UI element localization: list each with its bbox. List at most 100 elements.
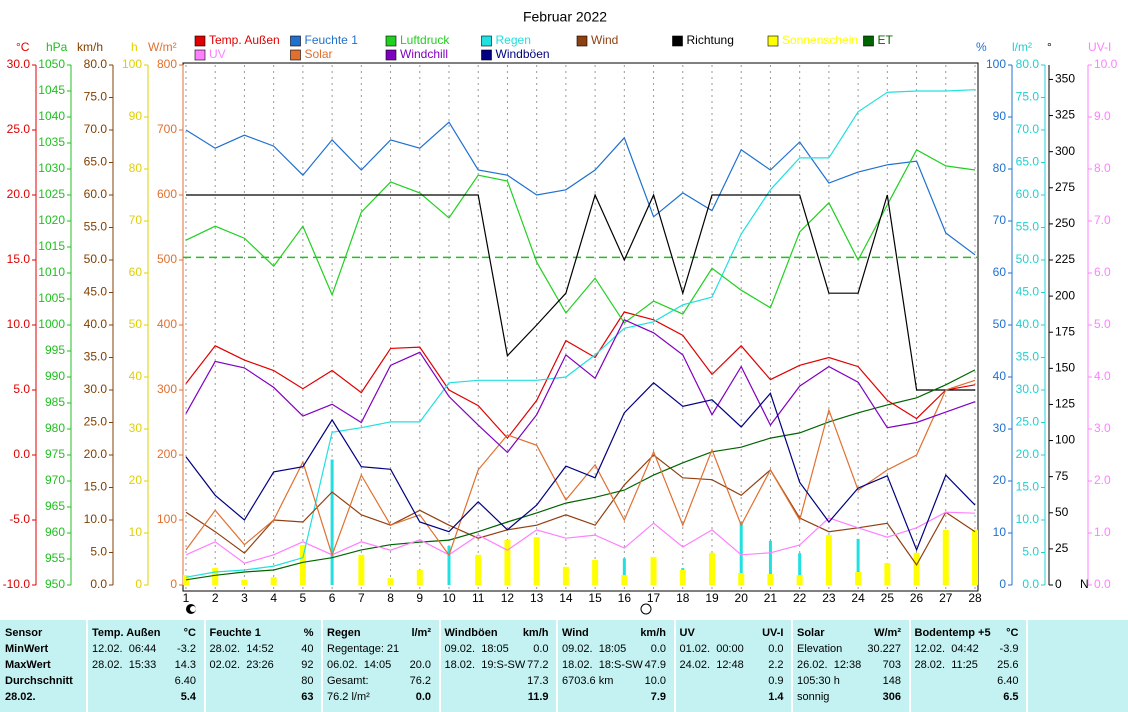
column-separator bbox=[673, 620, 676, 712]
column-header: Temp. Außen bbox=[92, 627, 161, 639]
axis-tick-label: 1040 bbox=[38, 109, 65, 123]
axis-tick-label: 1035 bbox=[38, 135, 65, 149]
axis-tick-label: 0.0 bbox=[13, 447, 30, 461]
cell-label: 09.02. 18:05 bbox=[444, 643, 509, 655]
column-separator bbox=[321, 620, 323, 712]
axis-tick-label: 10.0 bbox=[1094, 57, 1118, 71]
bar bbox=[416, 569, 423, 585]
cell-value: 2.2 bbox=[768, 659, 784, 671]
series-line bbox=[185, 121, 976, 256]
axis-tick-label: 1015 bbox=[38, 239, 65, 253]
bar bbox=[709, 552, 715, 585]
row-label: Durchschnitt bbox=[5, 675, 73, 687]
axis-tick-label: 70.0 bbox=[1016, 122, 1040, 136]
axis-tick-label: 50.0 bbox=[1016, 252, 1040, 266]
axis-tick-label: 8.0 bbox=[1094, 161, 1111, 175]
legend-swatch bbox=[767, 35, 779, 47]
bar bbox=[972, 529, 978, 585]
row-label: MaxWert bbox=[5, 659, 51, 671]
x-tick-label: 24 bbox=[851, 591, 865, 605]
new-moon-icon-light bbox=[190, 606, 196, 612]
axis-tick-label: 980 bbox=[45, 421, 65, 435]
north-label: N bbox=[1080, 577, 1089, 591]
x-tick-label: 13 bbox=[530, 591, 544, 605]
x-tick-label: 26 bbox=[910, 591, 924, 605]
x-tick-label: 1 bbox=[183, 591, 190, 605]
row-label: 28.02. bbox=[5, 691, 36, 703]
axis-tick-label: 325 bbox=[1055, 108, 1075, 122]
axis-tick-label: 35.0 bbox=[1016, 350, 1040, 364]
axis-tick-label: 45.0 bbox=[84, 285, 108, 299]
series-line bbox=[185, 148, 976, 324]
legend-label: Windböen bbox=[496, 47, 550, 61]
series-line bbox=[185, 311, 976, 440]
axis-tick-label: 0 bbox=[170, 577, 177, 591]
cell-value: -3.9 bbox=[999, 643, 1019, 655]
full-moon-icon bbox=[640, 603, 652, 615]
legend-swatch bbox=[194, 35, 206, 47]
cell-value: 0.9 bbox=[768, 675, 784, 687]
axis-tick-label: 5.0 bbox=[90, 545, 107, 559]
axis-tick-label: 1000 bbox=[38, 317, 65, 331]
axis-tick-label: 6.0 bbox=[1094, 265, 1111, 279]
axis-tick-label: 1050 bbox=[38, 57, 65, 71]
axis-tick-label: 275 bbox=[1055, 180, 1075, 194]
column-separator bbox=[556, 620, 558, 712]
axis-tick-label: 2.0 bbox=[1094, 473, 1111, 487]
x-tick-label: 25 bbox=[881, 591, 895, 605]
axis-tick-label: 55.0 bbox=[84, 220, 108, 234]
axis-tick-label: 65.0 bbox=[1016, 155, 1040, 169]
axis-tick-label: 985 bbox=[45, 395, 65, 409]
bar bbox=[768, 540, 772, 585]
bar bbox=[299, 544, 306, 585]
cell-label: Elevation bbox=[797, 643, 843, 655]
bar bbox=[798, 553, 802, 585]
x-tick-label: 12 bbox=[501, 591, 515, 605]
axis-tick-label: 25 bbox=[1055, 541, 1069, 555]
axis-tick-label: 15.0 bbox=[7, 252, 31, 266]
x-tick-label: 17 bbox=[647, 591, 661, 605]
bar bbox=[447, 546, 451, 585]
axis-unit: °C bbox=[16, 40, 30, 54]
axis-tick-label: 20.0 bbox=[84, 447, 108, 461]
cell-value: 25.6 bbox=[997, 659, 1019, 671]
bar bbox=[622, 558, 626, 585]
axis-tick-label: 80 bbox=[129, 161, 143, 175]
axis-tick-label: 1005 bbox=[38, 291, 65, 305]
column-separator bbox=[203, 620, 206, 712]
cell-value: 76.2 bbox=[409, 675, 431, 687]
axis-tick-label: 1020 bbox=[38, 213, 65, 227]
axis-tick-label: 20.0 bbox=[1016, 447, 1040, 461]
axis-tick-label: 75.0 bbox=[1016, 90, 1040, 104]
x-tick-label: 15 bbox=[588, 591, 602, 605]
bar bbox=[387, 578, 394, 585]
legend-swatch bbox=[290, 35, 301, 47]
axis-tick-label: 20.0 bbox=[7, 187, 31, 201]
legend-label: Regen bbox=[496, 33, 531, 47]
legend-label: Wind bbox=[591, 33, 618, 47]
axis-tick-label: 800 bbox=[157, 57, 177, 71]
cell-value: 20.0 bbox=[409, 659, 431, 671]
cell-label: Gesamt: bbox=[327, 675, 369, 687]
axis-tick-label: -10.0 bbox=[3, 577, 31, 591]
bar bbox=[739, 521, 743, 585]
column-separator bbox=[791, 620, 793, 712]
cell-label: 24.02. 12:48 bbox=[679, 659, 744, 671]
axis-tick-label: 55.0 bbox=[1016, 220, 1040, 234]
axis-tick-label: 60 bbox=[993, 265, 1007, 279]
column-unit: °C bbox=[1006, 627, 1019, 639]
cell-value: 77.2 bbox=[527, 659, 549, 671]
axis-tick-label: 175 bbox=[1055, 324, 1075, 338]
axis-tick-label: 350 bbox=[1055, 72, 1075, 86]
axis-tick-label: 0 bbox=[1055, 577, 1062, 591]
axis-tick-label: 70.0 bbox=[84, 122, 108, 136]
axis-tick-label: 40.0 bbox=[84, 317, 108, 331]
axis-tick-label: 30.0 bbox=[1016, 382, 1040, 396]
x-tick-label: 27 bbox=[939, 591, 953, 605]
cell-value: 703 bbox=[882, 659, 901, 671]
cell-label: 76.2 l/m² bbox=[327, 691, 370, 703]
row-label: MinWert bbox=[5, 643, 49, 655]
cell-value: 63 bbox=[301, 691, 314, 703]
x-tick-label: 3 bbox=[241, 591, 248, 605]
series-line bbox=[185, 381, 976, 552]
